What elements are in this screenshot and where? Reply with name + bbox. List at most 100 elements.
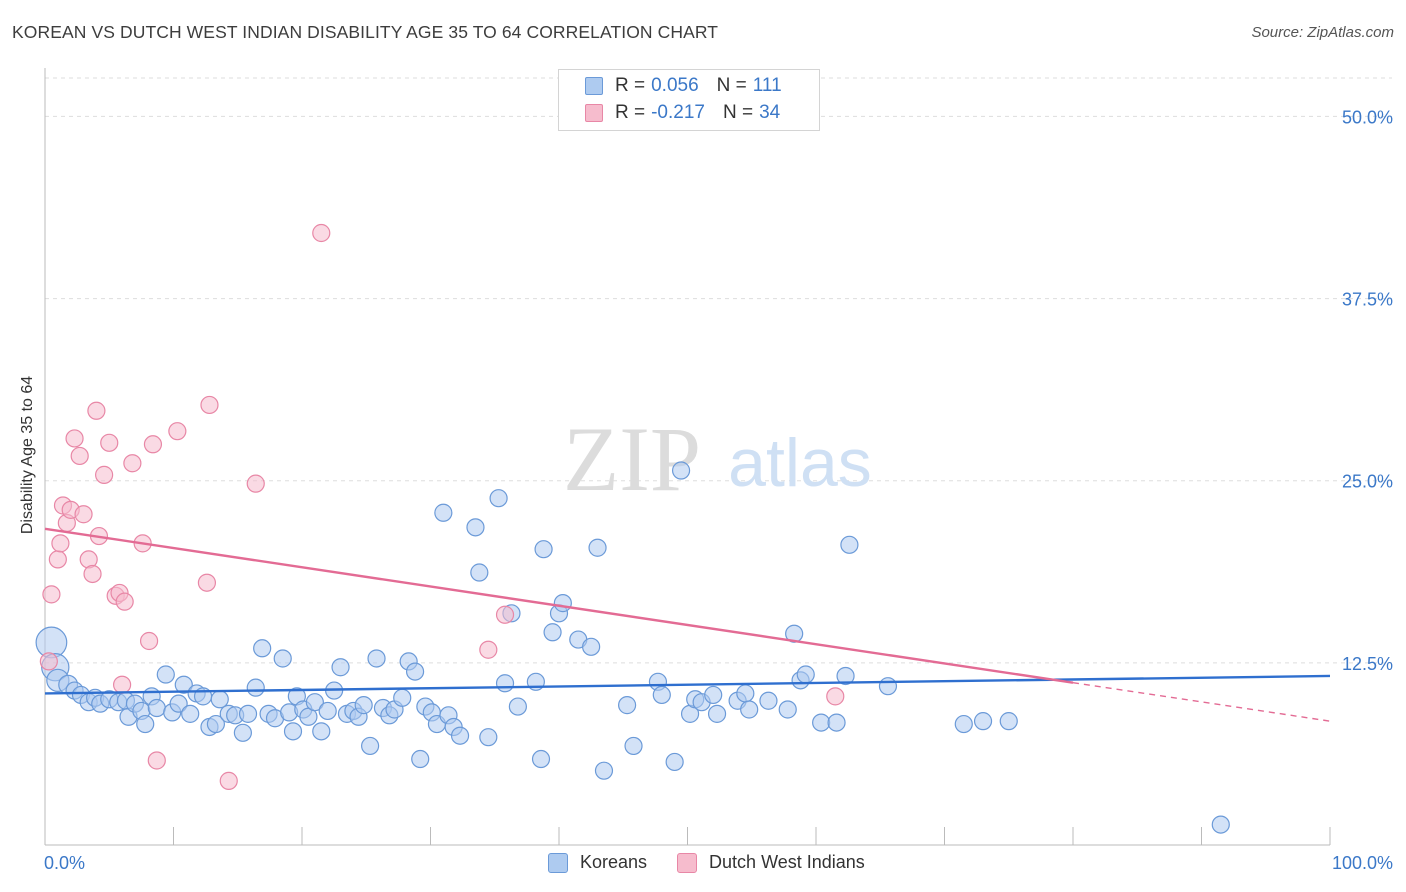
y-tick-label: 25.0% — [1342, 472, 1393, 492]
dutch-point — [112, 675, 132, 694]
korean-point — [174, 675, 193, 694]
dutch-point — [100, 433, 119, 452]
korean-point — [361, 736, 380, 756]
korean-point — [812, 713, 831, 732]
watermark-atlas: atlas — [728, 425, 872, 501]
dutch-point — [312, 223, 331, 243]
legend-item-koreans[interactable]: Koreans — [548, 852, 647, 873]
dutch-point — [147, 751, 166, 770]
korean-swatch — [548, 852, 568, 873]
data-points — [35, 223, 1230, 834]
legend-r-value: 0.056 — [651, 75, 699, 96]
y-tick-label: 12.5% — [1342, 654, 1393, 674]
korean-point — [169, 694, 188, 713]
x-tick-label: 100.0% — [1332, 853, 1393, 873]
korean-point — [759, 691, 778, 710]
tick-labels: 12.5% 25.0% 37.5% 50.0% 0.0% 100.0% — [44, 107, 1393, 873]
dutch-trend-line — [44, 527, 1074, 684]
korean-point — [531, 749, 551, 769]
korean-point — [836, 666, 855, 686]
korean-point — [827, 713, 846, 732]
korean-point — [312, 722, 331, 741]
korean-trend-line — [44, 674, 1331, 695]
dutch-point — [139, 631, 159, 651]
dutch-point — [219, 771, 238, 790]
korean-point — [1211, 815, 1230, 834]
korean-point — [582, 637, 601, 656]
korean-point — [671, 461, 691, 480]
korean-point — [305, 693, 324, 712]
dutch-point — [115, 592, 134, 611]
korean-point — [411, 749, 430, 769]
korean-point — [973, 712, 993, 731]
dutch-point — [74, 505, 93, 524]
legend-n-value: 111 — [752, 75, 782, 96]
legend-item-dutch-west-indians[interactable]: Dutch West Indians — [677, 852, 865, 873]
dutch-point — [826, 687, 845, 706]
korean-point — [543, 623, 562, 642]
watermark: ZIP atlas — [563, 408, 872, 510]
korean-point — [665, 752, 684, 772]
korean-point — [136, 714, 155, 734]
korean-point — [954, 714, 973, 734]
dutch-point — [143, 435, 163, 454]
korean-point — [283, 722, 303, 741]
dutch-point — [51, 534, 70, 553]
korean-point — [796, 665, 815, 684]
korean-point — [534, 540, 553, 559]
dutch-trend-line-extension — [1072, 681, 1331, 722]
korean-point — [707, 704, 727, 723]
watermark-zip: ZIP — [563, 408, 701, 510]
axes — [44, 68, 1331, 846]
legend-r-value: -0.217 — [651, 102, 705, 123]
dutch-swatch — [585, 104, 603, 122]
korean-point — [466, 518, 485, 537]
korean-point — [999, 712, 1018, 731]
dutch-point — [168, 422, 187, 441]
korean-point — [147, 698, 166, 718]
legend-label-koreans: Koreans — [580, 852, 648, 872]
korean-swatch — [585, 77, 603, 95]
korean-point — [736, 684, 755, 703]
korean-point — [434, 503, 453, 522]
korean-point — [778, 700, 797, 719]
korean-point — [594, 761, 614, 780]
korean-point — [238, 704, 258, 723]
dutch-point — [495, 605, 515, 624]
korean-point — [624, 736, 643, 756]
korean-point — [840, 535, 859, 554]
legend-r-label: R = — [615, 102, 646, 123]
legend-n-label: N = — [722, 102, 754, 123]
korean-point — [740, 700, 759, 719]
korean-point — [206, 714, 226, 734]
korean-point — [470, 563, 489, 582]
dutch-swatch — [677, 852, 698, 873]
source-credit: Source: ZipAtlas.com — [1251, 24, 1394, 41]
korean-point — [588, 538, 607, 557]
dutch-point — [83, 564, 102, 584]
legend-n-label: N = — [716, 75, 747, 96]
korean-point — [246, 678, 265, 697]
korean-point — [210, 690, 229, 709]
dutch-point — [479, 640, 498, 659]
korean-point — [450, 726, 470, 745]
chart-title: KOREAN VS DUTCH WEST INDIAN DISABILITY A… — [12, 22, 719, 42]
y-axis-label: Disability Age 35 to 64 — [19, 375, 36, 535]
korean-point — [273, 649, 292, 668]
y-tick-label: 50.0% — [1342, 107, 1393, 127]
korean-point — [489, 489, 508, 508]
korean-point — [553, 594, 572, 613]
korean-point — [393, 688, 412, 707]
korean-point — [704, 685, 723, 705]
legend-row-koreans: R = 0.056 N = 111 — [585, 74, 782, 98]
korean-point — [479, 728, 498, 747]
dutch-point — [200, 395, 219, 415]
legend-r-label: R = — [615, 75, 646, 96]
dutch-point — [87, 401, 106, 420]
korean-point — [181, 704, 200, 723]
korean-point — [233, 723, 252, 742]
korean-point — [508, 697, 527, 716]
dutch-point — [70, 446, 89, 466]
dutch-point — [95, 465, 114, 484]
x-tick-label: 0.0% — [44, 853, 85, 873]
